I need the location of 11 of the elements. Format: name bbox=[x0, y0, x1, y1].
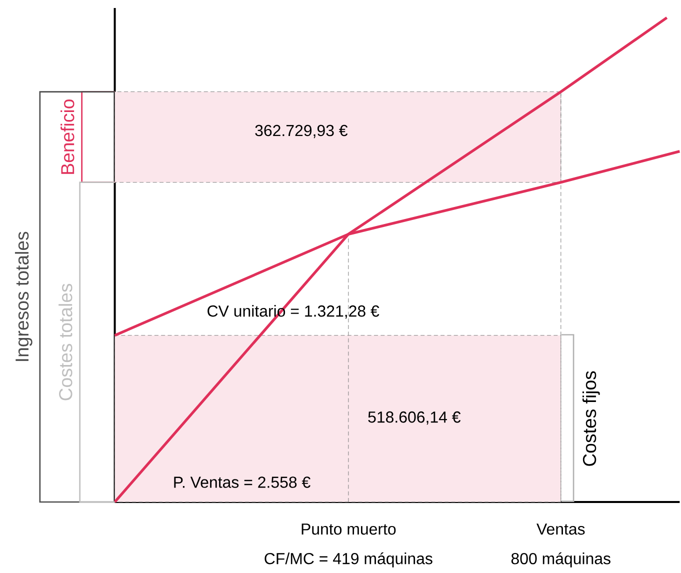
annotation: P. Ventas = 2.558 € bbox=[174, 476, 310, 488]
text: Punto muerto bbox=[302, 524, 396, 535]
text: Ventas bbox=[536, 524, 585, 535]
text: Costes totales bbox=[58, 284, 72, 400]
annotation: 362.729,93 € bbox=[255, 125, 348, 138]
text: Ingresos totales bbox=[14, 232, 32, 362]
x-tick-label: CF/MC = 419 máquinas bbox=[264, 552, 432, 568]
band-label: Costes fijos bbox=[582, 371, 600, 466]
band-label: Beneficio bbox=[60, 100, 74, 174]
annotation: 518.606,14 € bbox=[368, 412, 461, 425]
x-tick-label: 800 máquinas bbox=[511, 552, 610, 568]
